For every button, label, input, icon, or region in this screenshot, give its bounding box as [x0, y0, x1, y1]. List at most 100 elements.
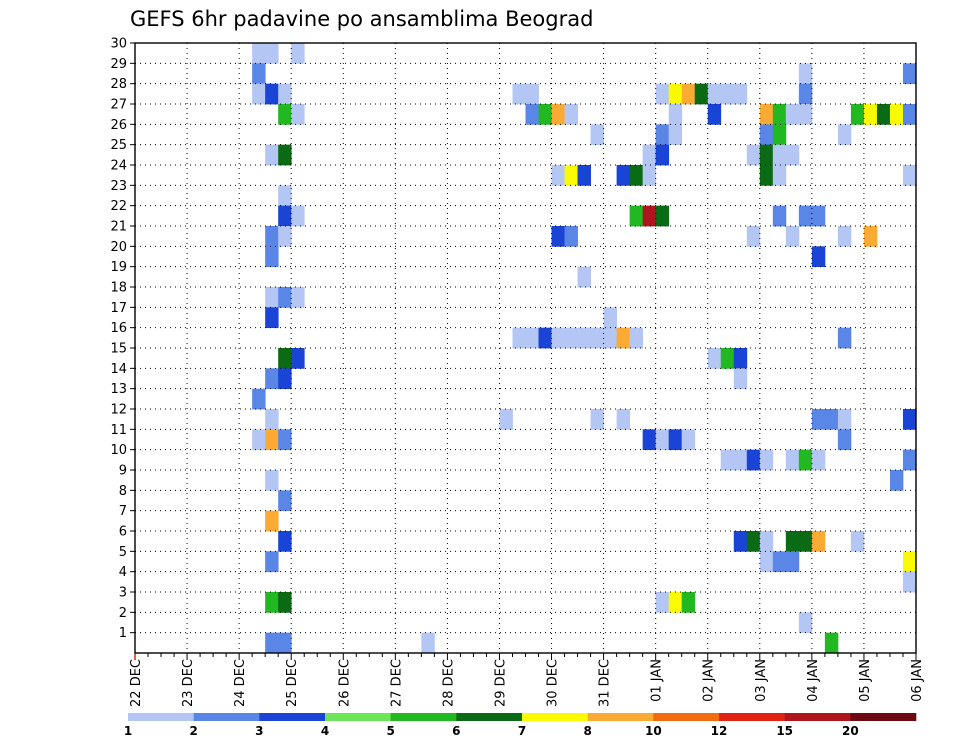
chart-title: GEFS 6hr padavine po ansamblima Beograd — [130, 7, 593, 31]
heatmap-cell — [733, 368, 748, 390]
heatmap-cell — [889, 470, 904, 491]
heatmap-cell — [278, 287, 292, 308]
heatmap-cell — [811, 205, 826, 227]
heatmap-cell — [265, 409, 279, 430]
heatmap-cell — [616, 165, 631, 186]
heatmap-cell — [772, 165, 787, 186]
heatmap-cell — [785, 449, 800, 471]
heatmap-cell — [291, 104, 305, 125]
y-tick-label: 25 — [110, 138, 127, 153]
colorbar-label: 8 — [583, 724, 591, 738]
heatmap-cell — [746, 144, 761, 166]
heatmap-cell — [811, 449, 826, 471]
heatmap-cell — [252, 429, 266, 451]
heatmap-cell — [902, 63, 917, 85]
heatmap-cell — [798, 205, 813, 227]
heatmap-cell — [265, 307, 279, 329]
heatmap-cell — [564, 226, 578, 247]
heatmap-cell — [278, 226, 292, 247]
heatmap-cell — [876, 104, 891, 125]
heatmap-cell — [278, 104, 292, 125]
heatmap-cell — [772, 144, 787, 166]
x-tick-label: 23 DEC — [181, 659, 196, 707]
heatmap-cell — [772, 104, 787, 125]
heatmap-cell — [252, 63, 266, 85]
heatmap-cell — [512, 83, 526, 105]
heatmap-cell — [798, 612, 813, 634]
y-tick-label: 7 — [119, 504, 127, 519]
x-tick-label: 24 DEC — [233, 659, 248, 707]
x-tick-label: 22 DEC — [129, 659, 144, 707]
y-tick-label: 15 — [110, 342, 127, 357]
heatmap-cell — [850, 531, 865, 552]
heatmap-cell — [798, 63, 813, 85]
heatmap-cell — [746, 226, 761, 247]
heatmap-cell — [421, 632, 435, 654]
heatmap-cell — [278, 368, 292, 390]
heatmap-cell — [811, 531, 826, 552]
x-tick-label: 26 DEC — [337, 659, 352, 707]
grid-lines — [135, 43, 916, 653]
x-tick-label: 28 DEC — [441, 659, 456, 707]
heatmap-cell — [577, 266, 591, 288]
heatmap-cell — [291, 205, 305, 227]
heatmap-cell — [785, 531, 800, 552]
y-tick-label: 2 — [119, 606, 127, 621]
heatmap-cell — [798, 531, 813, 552]
y-tick-label: 19 — [110, 260, 127, 275]
colorbar-swatch — [522, 713, 588, 721]
heatmap-cell — [564, 104, 578, 125]
y-tick-label: 8 — [119, 484, 127, 499]
y-tick-label: 4 — [119, 565, 127, 580]
heatmap-cell — [538, 104, 552, 125]
y-tick-label: 26 — [110, 118, 127, 133]
heatmap-cell — [278, 429, 292, 451]
heatmap-cell — [590, 327, 604, 349]
heatmap-cell — [720, 83, 735, 105]
heatmap-cell — [551, 327, 565, 349]
y-tick-label: 5 — [119, 545, 127, 560]
x-tick-label: 25 DEC — [285, 659, 300, 707]
y-tick-label: 28 — [110, 77, 127, 92]
heatmap-cell — [265, 246, 279, 268]
heatmap-cell — [707, 104, 722, 125]
heatmap-cell — [759, 104, 774, 125]
colorbar-label: 15 — [776, 724, 793, 738]
heatmap-cell — [278, 144, 292, 166]
heatmap-cell — [759, 531, 774, 552]
heatmap-cell — [603, 327, 618, 349]
x-axis: 22 DEC 23 DEC 24 DEC 25 DEC 26 DEC 27 DEC 28 D… — [129, 653, 925, 707]
colorbar-swatch — [784, 713, 851, 721]
heatmap-cell — [499, 409, 513, 430]
x-tick-label: 04 JAN — [806, 659, 821, 702]
heatmap-cell — [265, 632, 279, 654]
heatmap-cell — [655, 124, 670, 146]
colorbar-swatch — [128, 713, 194, 721]
heatmap-cell — [629, 205, 644, 227]
heatmap-cell — [642, 144, 657, 166]
heatmap-cell — [707, 348, 722, 369]
colorbar-swatch — [456, 713, 523, 721]
heatmap-cell — [798, 104, 813, 125]
colorbar-label: 4 — [321, 724, 329, 738]
heatmap-cell — [811, 409, 826, 430]
heatmap-cell — [291, 348, 305, 369]
heatmap-cell — [733, 348, 748, 369]
heatmap-cell — [265, 43, 279, 64]
heatmap-cell — [759, 449, 774, 471]
heatmap-cell — [837, 409, 852, 430]
heatmap-cell — [512, 327, 526, 349]
heatmap-cell — [759, 124, 774, 146]
heatmap-cell — [681, 592, 696, 613]
heatmap-cell — [265, 226, 279, 247]
heatmap-cell — [668, 104, 683, 125]
heatmap-cell — [902, 571, 917, 593]
y-tick-label: 24 — [110, 159, 127, 174]
heatmap-cell — [798, 449, 813, 471]
heatmap-cell — [902, 165, 917, 186]
colorbar-swatch — [653, 713, 720, 721]
colorbar-label: 1 — [124, 724, 132, 738]
x-tick-label: 05 JAN — [858, 659, 873, 702]
heatmap-cell — [551, 165, 565, 186]
x-tick-label: 02 JAN — [702, 659, 717, 702]
